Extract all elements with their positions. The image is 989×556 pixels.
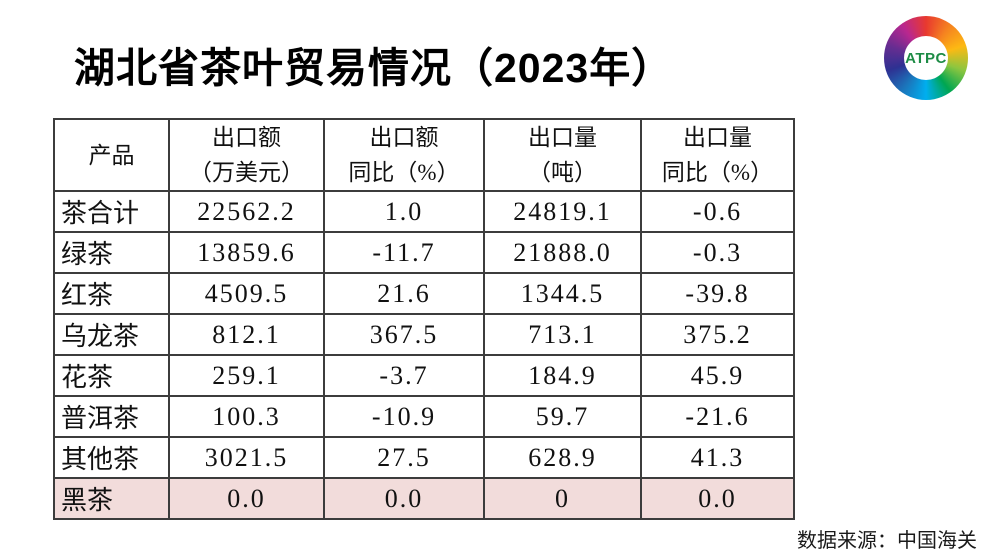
product-cell: 普洱茶 — [53, 395, 170, 438]
col-header-export-value-yoy: 出口额 同比（%） — [323, 118, 485, 192]
col-header-line: 同比（%） — [348, 160, 460, 185]
col-header-line: 出口量 — [683, 125, 752, 150]
value-cell: -21.6 — [640, 395, 795, 438]
table-row: 乌龙茶 812.1 367.5 713.1 375.2 — [53, 313, 795, 356]
product-cell: 其他茶 — [53, 436, 170, 479]
value-cell: 184.9 — [483, 354, 642, 397]
table-row: 黑茶 0.0 0.0 0 0.0 — [53, 477, 795, 520]
col-header-line: （万美元） — [189, 160, 304, 185]
logo-center: ATPC — [904, 36, 948, 80]
value-cell: -3.7 — [323, 354, 485, 397]
table-row: 普洱茶 100.3 -10.9 59.7 -21.6 — [53, 395, 795, 438]
table-row: 其他茶 3021.5 27.5 628.9 41.3 — [53, 436, 795, 479]
product-cell: 茶合计 — [53, 190, 170, 233]
value-cell: -39.8 — [640, 272, 795, 315]
value-cell: 24819.1 — [483, 190, 642, 233]
value-cell: 45.9 — [640, 354, 795, 397]
col-header-line: 出口额 — [212, 125, 281, 150]
value-cell: 21888.0 — [483, 231, 642, 274]
product-cell: 红茶 — [53, 272, 170, 315]
value-cell: 259.1 — [168, 354, 325, 397]
page-title: 湖北省茶叶贸易情况（2023年） — [74, 45, 674, 91]
value-cell: -10.9 — [323, 395, 485, 438]
col-header-line: 产品 — [88, 142, 135, 168]
value-cell: 100.3 — [168, 395, 325, 438]
value-cell: 22562.2 — [168, 190, 325, 233]
value-cell: 375.2 — [640, 313, 795, 356]
table-body: 茶合计 22562.2 1.0 24819.1 -0.6 绿茶 13859.6 -11.7 21… — [53, 190, 795, 520]
value-cell: -11.7 — [323, 231, 485, 274]
col-header-line: 同比（%） — [661, 160, 774, 185]
value-cell: 367.5 — [323, 313, 485, 356]
logo-text: ATPC — [905, 49, 947, 67]
col-header-line: （吨） — [528, 160, 597, 185]
value-cell: 27.5 — [323, 436, 485, 479]
value-cell: 0.0 — [323, 477, 485, 520]
col-header-export-value: 出口额 （万美元） — [168, 118, 325, 192]
tea-trade-table: 产品 出口额 （万美元） 出口额 同比（%） 出口量 （吨） 出口量 同比 — [53, 118, 795, 520]
value-cell: 59.7 — [483, 395, 642, 438]
value-cell: 812.1 — [168, 313, 325, 356]
table-row: 茶合计 22562.2 1.0 24819.1 -0.6 — [53, 190, 795, 233]
value-cell: 0 — [483, 477, 642, 520]
value-cell: 713.1 — [483, 313, 642, 356]
col-header-line: 出口额 — [369, 125, 439, 150]
value-cell: 0.0 — [640, 477, 795, 520]
data-source-note: 数据来源：中国海关 — [797, 530, 977, 552]
value-cell: 3021.5 — [168, 436, 325, 479]
value-cell: 1344.5 — [483, 272, 642, 315]
product-cell: 绿茶 — [53, 231, 170, 274]
col-header-export-volume-yoy: 出口量 同比（%） — [640, 118, 795, 192]
value-cell: -0.3 — [640, 231, 795, 274]
table-row: 红茶 4509.5 21.6 1344.5 -39.8 — [53, 272, 795, 315]
value-cell: 41.3 — [640, 436, 795, 479]
value-cell: 1.0 — [323, 190, 485, 233]
col-header-export-volume: 出口量 （吨） — [483, 118, 642, 192]
value-cell: 21.6 — [323, 272, 485, 315]
value-cell: -0.6 — [640, 190, 795, 233]
value-cell: 13859.6 — [168, 231, 325, 274]
product-cell: 花茶 — [53, 354, 170, 397]
value-cell: 4509.5 — [168, 272, 325, 315]
table-row: 花茶 259.1 -3.7 184.9 45.9 — [53, 354, 795, 397]
col-header-line: 出口量 — [528, 125, 597, 150]
table-header-row: 产品 出口额 （万美元） 出口额 同比（%） 出口量 （吨） 出口量 同比 — [53, 118, 795, 192]
col-header-product: 产品 — [53, 118, 170, 192]
product-cell: 乌龙茶 — [53, 313, 170, 356]
value-cell: 628.9 — [483, 436, 642, 479]
product-cell: 黑茶 — [53, 477, 170, 520]
value-cell: 0.0 — [168, 477, 325, 520]
table-row: 绿茶 13859.6 -11.7 21888.0 -0.3 — [53, 231, 795, 274]
atpc-logo: ATPC — [884, 16, 968, 100]
